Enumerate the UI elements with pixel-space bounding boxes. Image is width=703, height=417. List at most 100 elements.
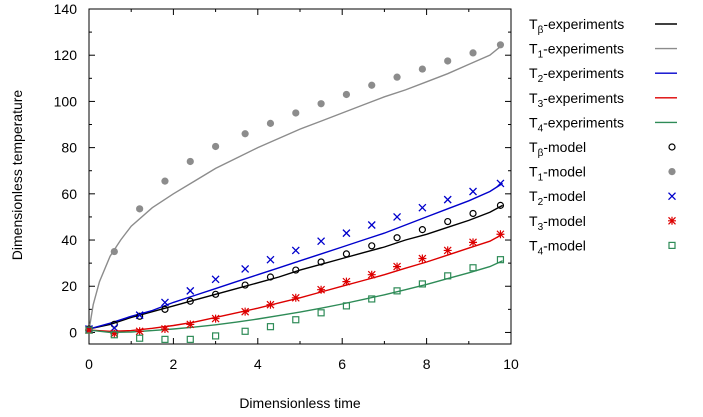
series-line-2 [88,182,503,330]
series-point-4 [161,335,169,343]
series-point-4 [292,316,300,324]
series-point-4 [85,326,93,334]
series-point-1 [161,177,169,185]
series-point-1 [110,247,118,256]
legend-swatch-marker-0 [668,143,676,151]
series-point-0 [186,297,194,305]
y-tick-label: 100 [54,93,78,109]
series-point-2 [211,275,220,284]
series-point-3 [443,246,452,255]
series-line-4 [88,260,503,334]
series-point-4 [110,331,118,339]
legend-label-line-2: T2-experiments [529,65,624,85]
series-point-0 [212,290,220,298]
legend-label-line-1: T1-experiments [529,41,624,61]
x-tick-label: 0 [85,356,93,372]
legend-label-marker-2: T2-model [529,188,586,208]
y-tick-label: 120 [54,47,78,63]
series-point-4 [418,280,426,288]
series-point-1 [469,49,477,57]
series-point-1 [136,205,144,213]
series-point-1 [444,57,452,65]
series-point-0 [496,201,505,209]
series-point-1 [317,100,325,108]
series-point-1 [266,119,275,127]
series-point-2 [110,323,119,332]
series-point-0 [136,312,144,320]
series-point-2 [418,203,427,212]
y-tick-label: 20 [61,278,77,294]
series-point-3 [211,314,220,323]
series-point-3 [342,277,351,286]
legend-label-marker-4: T4-model [529,237,586,257]
series-point-3 [291,293,300,302]
series-point-0 [241,281,249,289]
series-point-0 [444,217,452,226]
series-point-1 [292,109,300,117]
series-point-1 [186,157,194,166]
legend-label-line-4: T4-experiments [529,114,624,134]
series-point-2 [317,237,326,246]
series-point-2 [496,179,505,188]
legend-swatch-marker-1 [668,168,676,176]
series-point-2 [186,286,195,295]
series-point-3 [496,230,505,239]
series-point-2 [367,221,376,229]
series-point-4 [469,264,477,272]
series-point-3 [85,326,93,335]
series-point-1 [496,41,505,49]
series-point-1 [342,90,351,99]
x-tick-label: 10 [503,356,519,372]
legend-swatch-marker-4 [668,241,676,249]
x-tick-label: 6 [338,356,346,372]
legend-label-line-0: Tβ-experiments [529,16,624,36]
series-line-0 [88,204,503,330]
series-point-1 [393,73,401,81]
series-point-2 [443,195,452,204]
x-axis-label: Dimensionless time [239,395,361,411]
series-point-4 [241,327,249,335]
series-point-2 [342,229,351,238]
series-point-4 [393,287,401,295]
series-point-3 [160,324,169,333]
series-point-2 [135,311,144,320]
y-tick-label: 0 [69,324,77,340]
series-point-0 [368,242,376,250]
series-point-4 [212,332,220,340]
series-point-4 [136,334,144,342]
series-point-4 [496,256,505,264]
legend-label-marker-1: T1-model [529,164,586,184]
series-line-1 [88,44,504,331]
series-point-0 [418,226,426,234]
y-tick-label: 80 [61,140,77,156]
series-point-3 [418,254,427,263]
legend-swatch-marker-2 [668,192,676,201]
series-point-0 [469,209,477,218]
series-point-2 [291,246,300,255]
legend: Tβ-experiments T1-experiments T2-experimen… [529,16,677,257]
series-point-1 [241,130,249,138]
series-point-2 [393,212,402,221]
series-point-1 [418,65,426,73]
series-line-3 [88,233,503,333]
series-point-3 [317,285,326,294]
series-point-3 [469,238,478,247]
series-point-0 [266,273,275,281]
series-markers [85,41,505,343]
series-point-4 [317,309,325,317]
series-point-3 [367,270,376,279]
series-point-3 [266,300,275,309]
legend-label-marker-0: Tβ-model [529,139,586,159]
y-axis-label: Dimensionless temperature [9,90,25,261]
series-lines [88,44,504,334]
series-point-1 [212,142,220,151]
series-point-3 [241,307,250,316]
series-point-4 [266,323,275,331]
series-point-3 [393,262,402,271]
series-point-0 [317,258,325,266]
series-point-1 [368,81,376,89]
x-tick-label: 8 [423,356,431,372]
y-tick-label: 140 [54,1,78,17]
series-point-3 [135,327,144,336]
